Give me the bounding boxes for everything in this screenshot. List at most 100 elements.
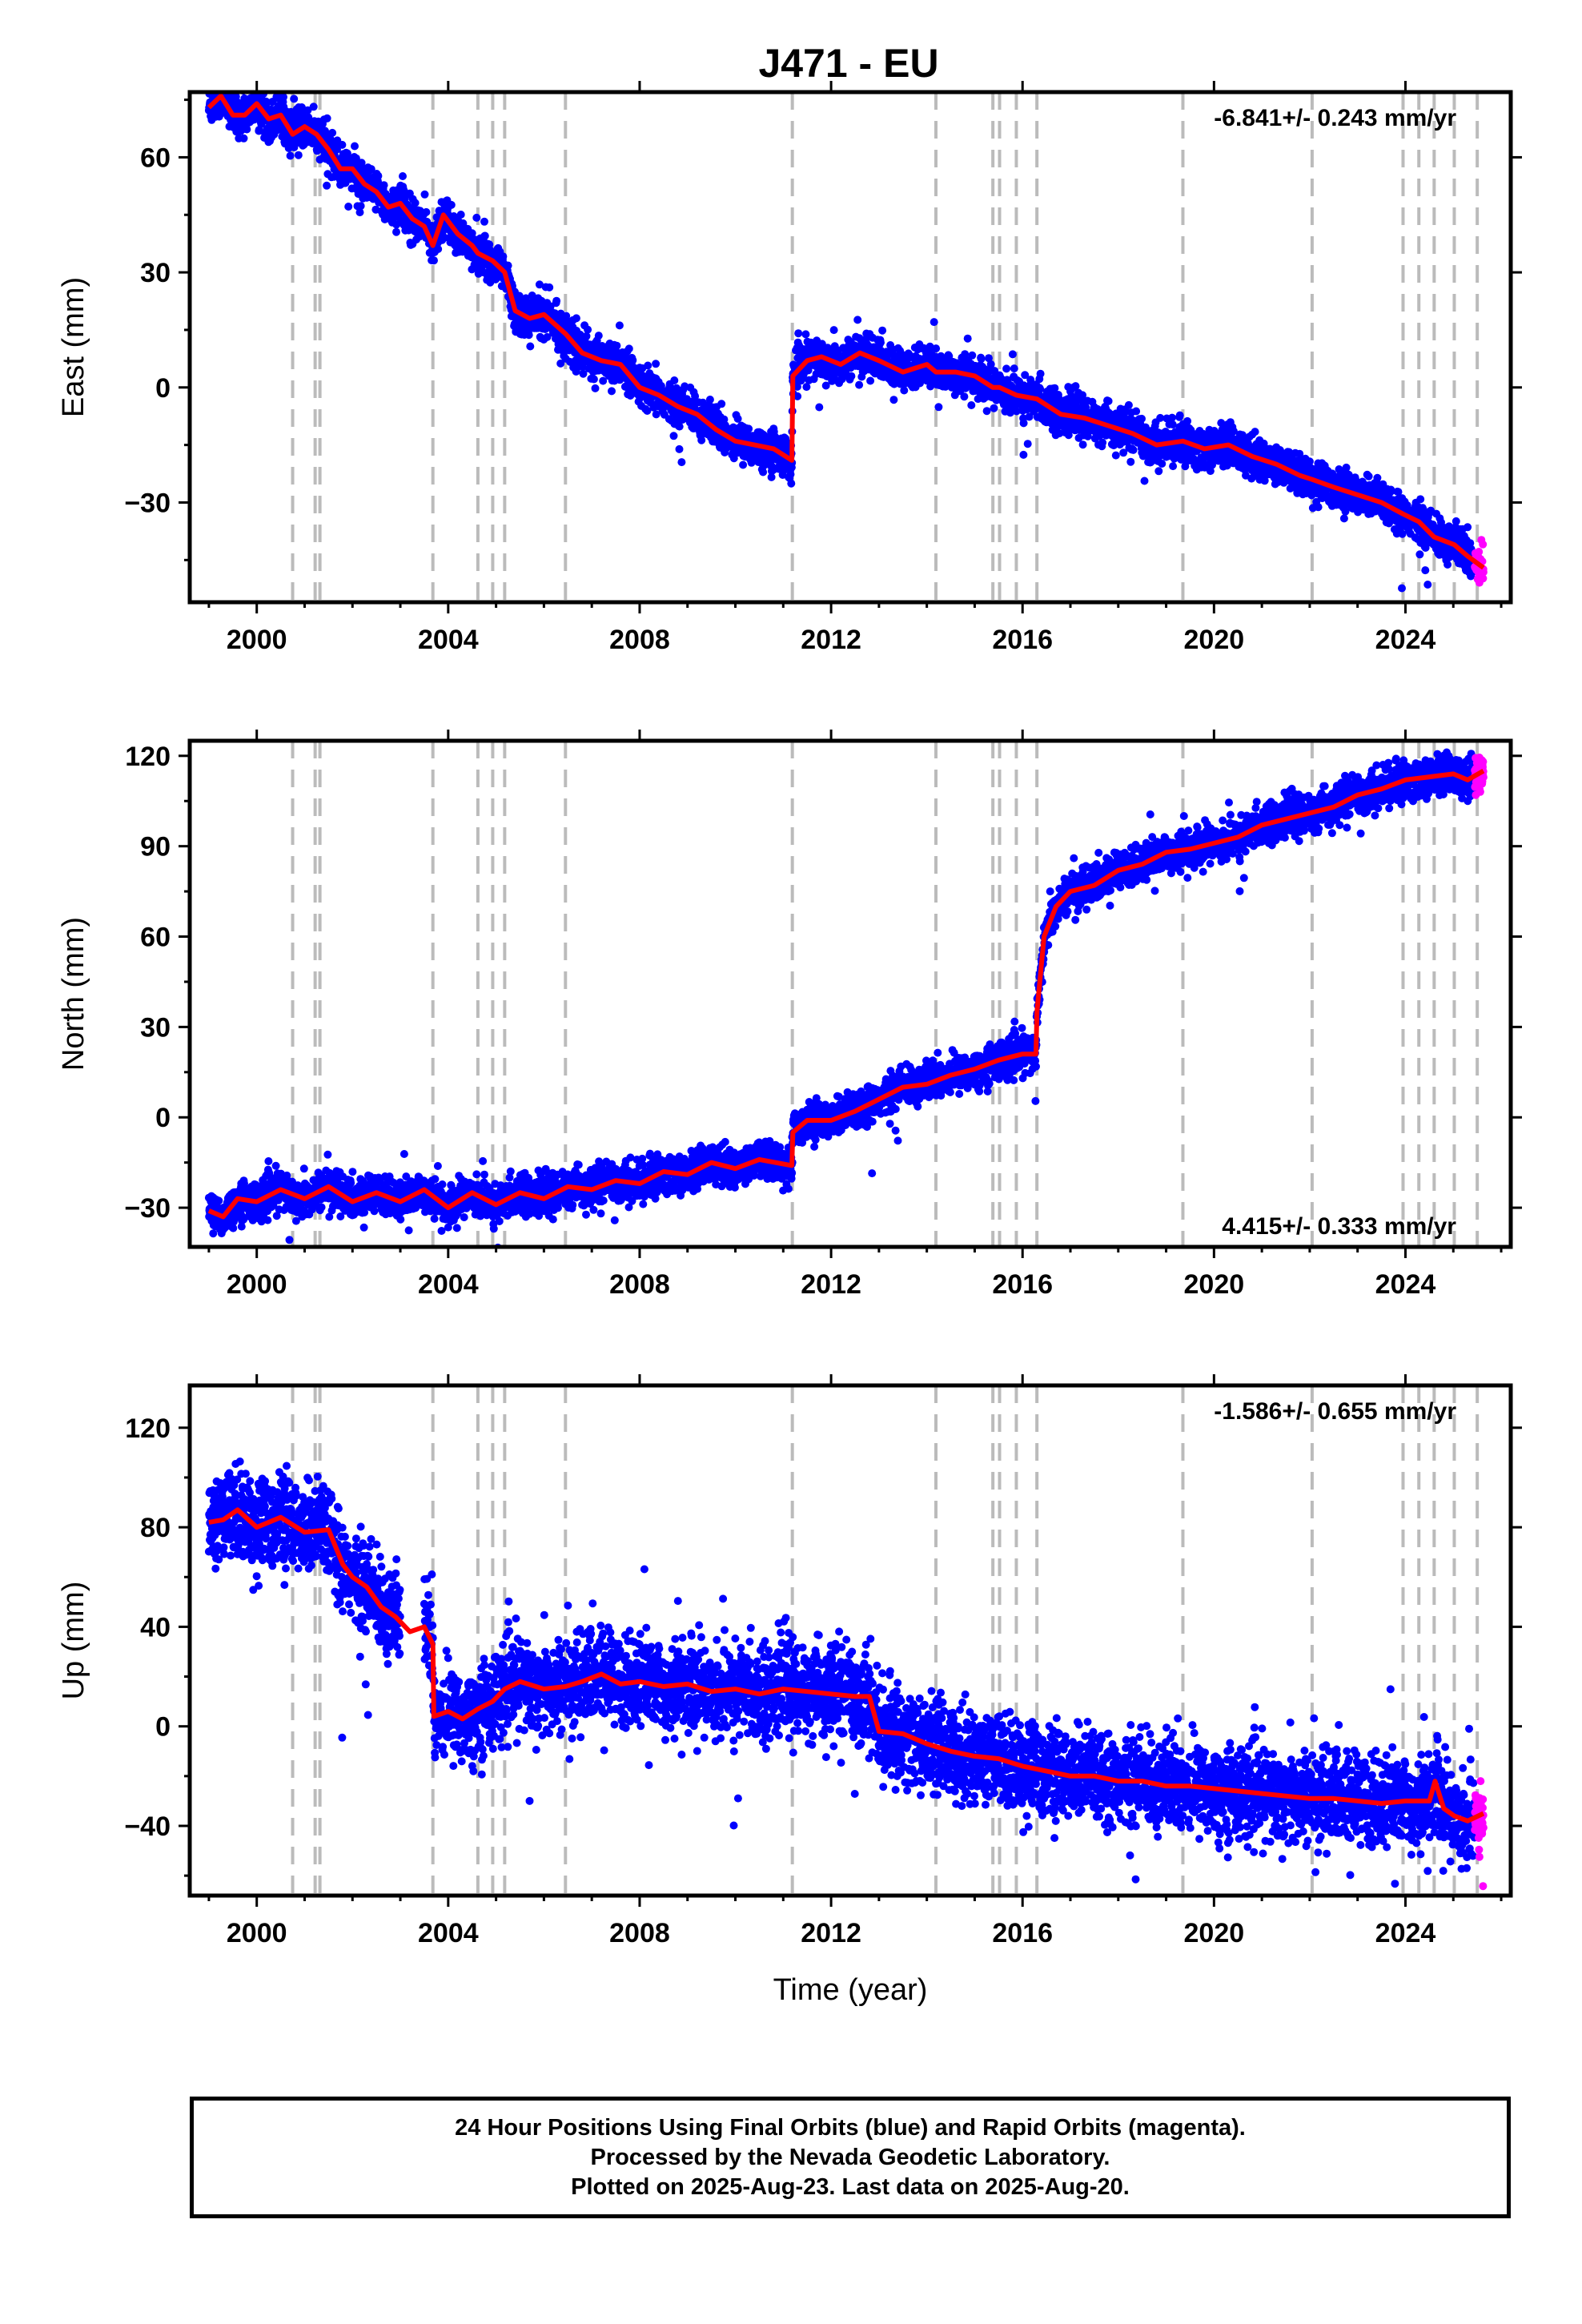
final-orbit-point [480, 217, 488, 226]
final-orbit-point [977, 355, 986, 364]
final-orbit-point [524, 331, 533, 340]
final-orbit-point [889, 396, 898, 404]
final-orbit-point [1168, 420, 1177, 429]
final-orbit-point [612, 341, 621, 350]
final-orbit-point [216, 78, 224, 86]
final-orbit-point [1132, 407, 1141, 416]
final-orbit-point [608, 387, 616, 396]
final-orbit-point [1154, 467, 1163, 476]
final-orbit-point [1098, 438, 1107, 447]
final-orbit-point [855, 380, 864, 389]
final-orbit-point [675, 444, 684, 453]
final-orbit-point [847, 372, 856, 380]
final-orbit-point [1129, 445, 1138, 454]
final-orbit-point [338, 140, 347, 149]
final-orbit-point [1078, 440, 1087, 449]
final-orbit-point [802, 383, 811, 392]
final-orbit-point [829, 326, 838, 335]
final-orbit-point [1104, 396, 1113, 405]
final-orbit-point [399, 172, 407, 180]
final-orbit-point [786, 470, 795, 479]
final-orbit-point [615, 321, 624, 330]
final-orbit-point [705, 396, 714, 404]
final-orbit-point [392, 227, 400, 236]
final-orbit-point [985, 354, 993, 363]
final-orbit-point [1138, 414, 1146, 423]
final-orbit-point [815, 403, 824, 412]
final-orbit-point [794, 329, 803, 338]
final-orbit-point [420, 190, 429, 199]
final-orbit-point [1071, 382, 1080, 391]
final-orbit-point [878, 326, 887, 335]
event-lines [291, 92, 1480, 602]
final-orbit-point [1183, 416, 1192, 425]
final-orbit-point [967, 401, 976, 409]
final-orbit-point [1119, 448, 1128, 457]
final-orbit-point [599, 376, 608, 385]
final-orbit-point [1012, 407, 1021, 416]
final-orbit-point [545, 283, 554, 292]
final-orbit-point [279, 93, 287, 102]
final-orbit-point [344, 203, 353, 211]
final-orbit-point [357, 159, 366, 167]
final-orbit-point [877, 338, 885, 347]
final-orbit-point [262, 99, 271, 108]
final-orbit-point [961, 350, 970, 359]
final-orbit-point [243, 125, 251, 134]
final-orbit-point [521, 294, 530, 303]
final-orbit-point [582, 332, 591, 340]
final-orbit-point [1168, 413, 1176, 422]
final-orbit-point [793, 382, 801, 391]
final-orbit-point [356, 202, 365, 211]
final-orbit-point [1064, 431, 1073, 440]
final-orbit-point [767, 472, 776, 481]
final-orbit-point [379, 181, 388, 190]
final-orbit-point [526, 342, 535, 351]
final-orbit-point [670, 376, 679, 384]
final-orbit-point [323, 114, 331, 123]
final-orbit-point [691, 392, 700, 400]
final-orbit-point [303, 106, 312, 115]
final-orbit-point [355, 208, 364, 217]
final-orbit-point [926, 342, 934, 351]
final-orbit-point [309, 103, 318, 111]
final-orbit-point [1083, 432, 1092, 440]
final-orbit-point [990, 404, 998, 412]
final-orbit-point [374, 171, 383, 180]
final-orbit-point [584, 325, 592, 334]
final-orbit-point [556, 359, 565, 368]
final-orbit-point [1054, 393, 1063, 402]
final-orbit-point [675, 422, 684, 431]
final-orbit-point [1140, 476, 1149, 485]
final-orbit-point [930, 318, 938, 327]
final-orbit-point [739, 460, 748, 469]
final-orbit-point [591, 384, 600, 392]
east-panel: 2000 2004 2008 2012 2016 2020 2024−3003060East… [57, 78, 1522, 655]
final-orbit-point [216, 78, 224, 86]
final-orbit-point [430, 256, 438, 265]
final-orbit-point [472, 213, 481, 222]
final-orbit-point [717, 400, 726, 408]
final-orbit-point [932, 344, 941, 353]
final-orbit-point [1078, 391, 1087, 400]
final-orbit-point [1206, 467, 1215, 476]
final-orbit-point [411, 199, 420, 207]
final-orbit-point [294, 151, 303, 159]
final-orbit-point [217, 80, 225, 88]
final-orbit-point [853, 316, 862, 324]
final-orbit-point [652, 360, 661, 368]
final-orbit-point [434, 245, 443, 253]
final-orbit-point [594, 332, 603, 340]
final-orbit-point [669, 432, 678, 440]
final-orbit-point [231, 92, 240, 101]
final-orbit-point [216, 82, 224, 90]
final-orbit-point [821, 381, 830, 390]
final-orbit-point [422, 207, 431, 216]
final-orbit-point [286, 151, 295, 160]
final-orbit-point [552, 296, 561, 305]
final-orbit-point [218, 79, 226, 87]
final-orbit-point [447, 200, 456, 209]
final-orbit-point [986, 360, 995, 368]
final-orbit-point [1025, 412, 1034, 421]
final-orbit-point [628, 356, 637, 364]
